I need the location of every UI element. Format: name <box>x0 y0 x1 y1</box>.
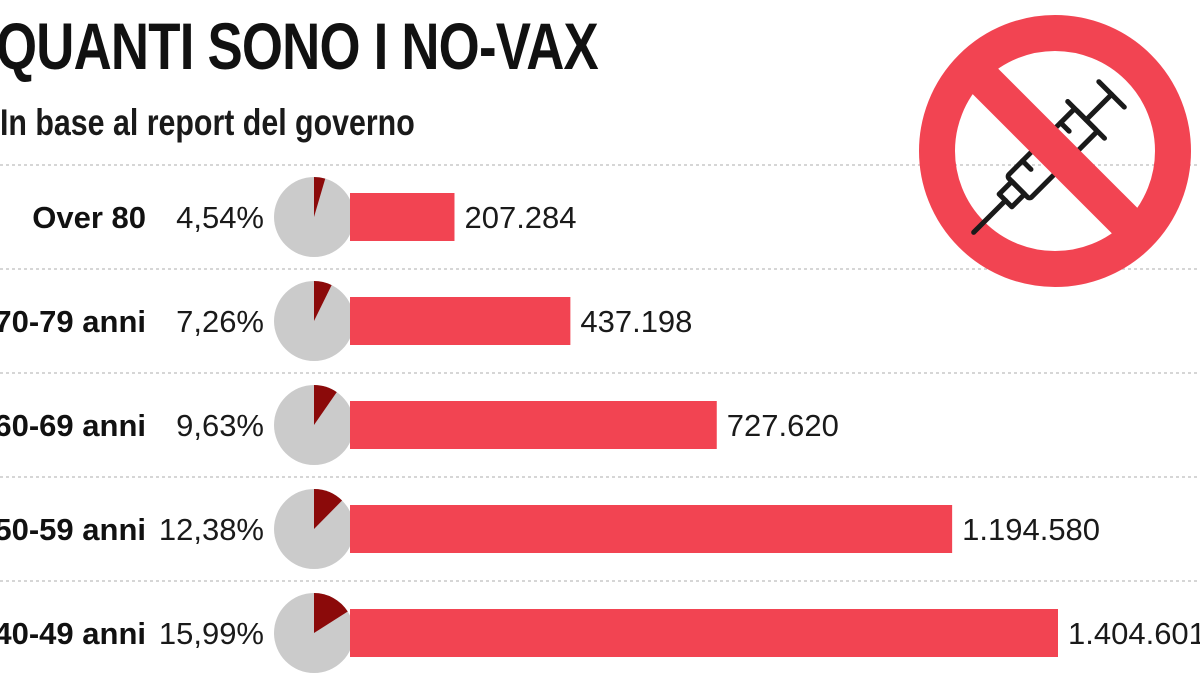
bar <box>350 505 953 553</box>
pie-slice <box>314 177 326 217</box>
pie-slice <box>314 385 337 425</box>
pie-slice <box>314 593 348 633</box>
percent-label: 4,54% <box>176 200 264 235</box>
value-label: 207.284 <box>464 200 576 235</box>
percent-label: 12,38% <box>159 512 264 547</box>
value-label: 727.620 <box>727 408 839 443</box>
category-label: 60-69 anni <box>0 408 146 443</box>
category-label: 40-49 anni <box>0 616 146 651</box>
pie-slice <box>314 489 343 529</box>
percent-label: 9,63% <box>176 408 264 443</box>
chart-title: QUANTI SONO I NO-VAX <box>0 9 599 83</box>
bar <box>350 609 1058 657</box>
category-label: 70-79 anni <box>0 304 146 339</box>
category-label: 50-59 anni <box>0 512 146 547</box>
value-label: 1.404.601 <box>1068 616 1200 651</box>
pie-slice <box>314 281 332 321</box>
bar <box>350 193 455 241</box>
percent-label: 15,99% <box>159 616 264 651</box>
no-vaccine-syringe-icon <box>919 15 1191 287</box>
category-label: Over 80 <box>32 200 146 235</box>
bar <box>350 401 717 449</box>
chart-subtitle: In base al report del governo <box>0 102 415 143</box>
value-label: 437.198 <box>580 304 692 339</box>
bar <box>350 297 571 345</box>
percent-label: 7,26% <box>176 304 264 339</box>
value-label: 1.194.580 <box>962 512 1100 547</box>
